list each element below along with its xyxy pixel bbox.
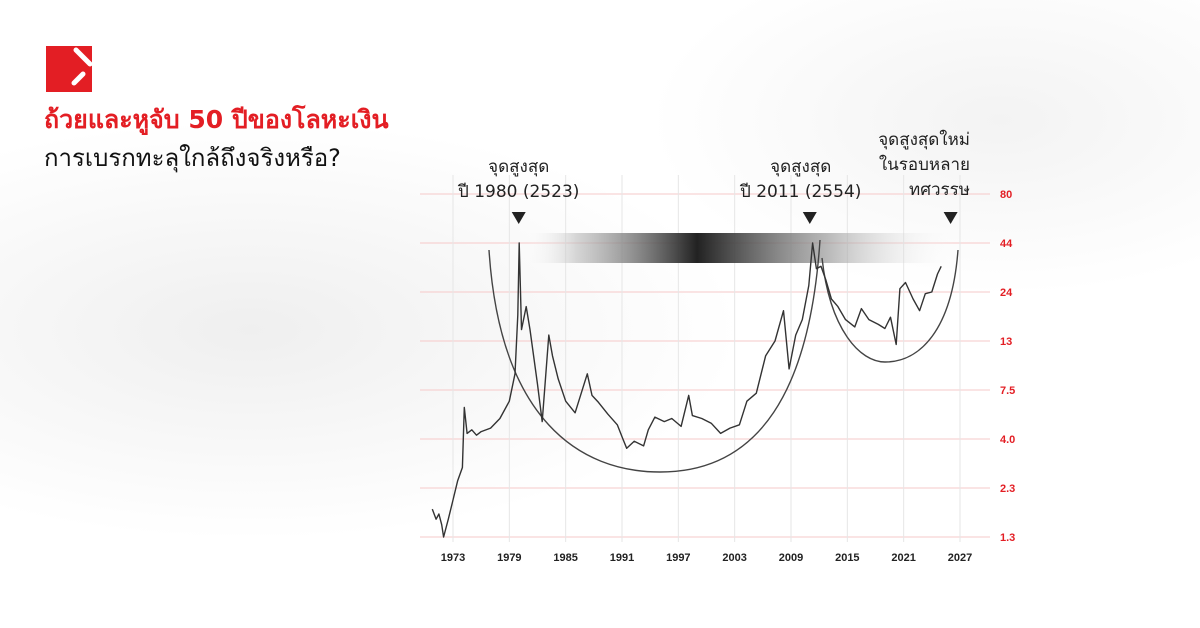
x-tick-label: 2015 bbox=[835, 552, 859, 564]
annotation-line: ปี 1980 (2523) bbox=[458, 182, 580, 202]
y-tick-label: 2.3 bbox=[1000, 483, 1015, 495]
x-tick-label: 2009 bbox=[779, 552, 803, 564]
y-tick-label: 7.5 bbox=[1000, 385, 1015, 397]
peak-marker-triangle-icon bbox=[943, 212, 958, 224]
x-tick-label: 1973 bbox=[441, 552, 465, 564]
page-subtitle: การเบรกทะลุใกล้ถึงจริงหรือ? bbox=[44, 144, 341, 172]
page-title: ถ้วยและหูจับ 50 ปีของโลหะเงิน bbox=[44, 105, 389, 134]
y-tick-label: 24 bbox=[1000, 287, 1013, 299]
x-tick-label: 1979 bbox=[497, 552, 521, 564]
y-tick-label: 4.0 bbox=[1000, 434, 1015, 446]
resistance-band bbox=[525, 233, 955, 263]
y-tick-label: 44 bbox=[1000, 238, 1013, 250]
y-tick-label: 80 bbox=[1000, 189, 1012, 201]
annotation-1980-peak: จุดสูงสุด ปี 1980 (2523) bbox=[458, 155, 579, 205]
annotation-line: ทศวรรษ bbox=[908, 180, 970, 200]
annotation-new-high: จุดสูงสุดใหม่ ในรอบหลาย ทศวรรษ bbox=[850, 128, 970, 203]
annotation-line: ปี 2011 (2554) bbox=[740, 182, 862, 202]
peak-marker-triangle-icon bbox=[802, 212, 817, 224]
annotation-line: จุดสูงสุดใหม่ bbox=[878, 130, 970, 150]
peak-marker-triangle-icon bbox=[511, 212, 526, 224]
y-tick-label: 1.3 bbox=[1000, 532, 1015, 544]
handle-arc bbox=[821, 249, 959, 363]
annotation-line: ในรอบหลาย bbox=[878, 155, 970, 175]
cup-arc bbox=[488, 239, 821, 473]
y-tick-label: 13 bbox=[1000, 336, 1012, 348]
x-tick-label: 1991 bbox=[610, 552, 634, 564]
x-tick-label: 1997 bbox=[666, 552, 690, 564]
silver-price-line bbox=[431, 242, 942, 538]
x-tick-label: 2003 bbox=[722, 552, 746, 564]
annotation-line: จุดสูงสุด bbox=[770, 157, 832, 177]
x-tick-label: 2021 bbox=[891, 552, 915, 564]
x-tick-label: 1985 bbox=[553, 552, 577, 564]
annotation-line: จุดสูงสุด bbox=[488, 157, 550, 177]
x-tick-label: 2027 bbox=[948, 552, 972, 564]
brand-logo bbox=[46, 46, 92, 92]
annotation-2011-peak: จุดสูงสุด ปี 2011 (2554) bbox=[740, 155, 861, 205]
